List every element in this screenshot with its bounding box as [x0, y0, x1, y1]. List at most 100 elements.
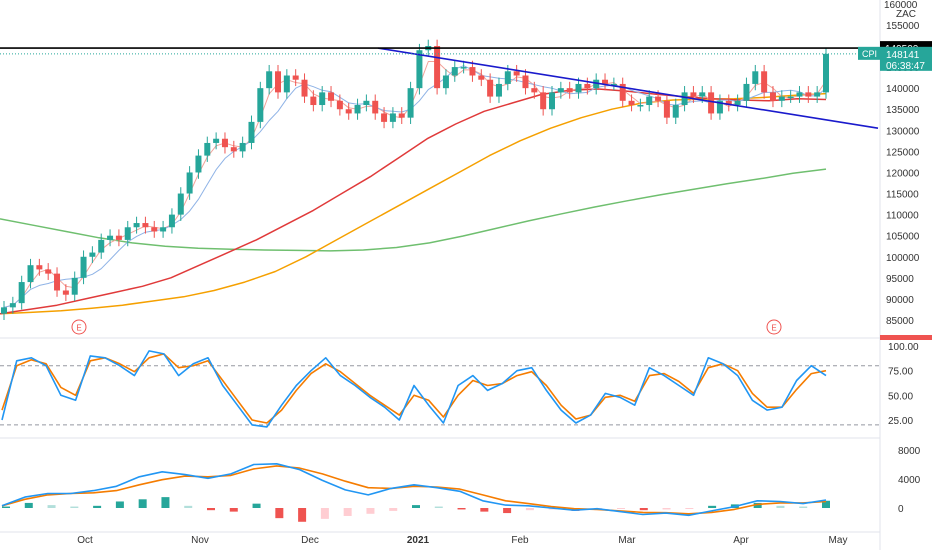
macd-histogram-bar — [2, 506, 10, 508]
candle-body — [301, 79, 308, 97]
macd-axis-label: 0 — [898, 504, 904, 515]
time-axis-label: May — [829, 535, 848, 546]
price-axis-label: 125000 — [886, 147, 920, 158]
price-tag-countdown: 06:38:47 — [886, 61, 925, 72]
price-axis-label: 100000 — [886, 253, 920, 264]
macd-histogram-bar — [389, 508, 398, 511]
candle-body — [407, 88, 414, 118]
ma200-line — [0, 168, 827, 252]
price-axis-label: 140000 — [886, 84, 920, 95]
stochastic-panel — [0, 350, 880, 428]
candle-body — [681, 92, 688, 106]
time-axis-label: Dec — [301, 535, 319, 546]
macd-histogram-bar — [298, 508, 307, 522]
candle-body — [9, 303, 16, 308]
candle-body — [80, 256, 87, 278]
macd-histogram-bar — [70, 506, 79, 508]
macd-axis: 8000 4000 0 — [898, 446, 921, 515]
candle-body — [115, 235, 122, 240]
macd-histogram-bar — [776, 505, 785, 508]
candle-body — [124, 227, 131, 240]
grid — [0, 0, 881, 550]
candle-body — [27, 265, 34, 283]
macd-histogram-bar — [457, 508, 466, 510]
candle-body — [151, 227, 158, 232]
symbol-label: CPI — [862, 49, 877, 59]
candle-body — [18, 282, 25, 304]
time-axis-label: Mar — [618, 535, 636, 546]
ma50-line — [0, 88, 827, 315]
macd-histogram-bar — [708, 505, 717, 508]
stoch-k-line — [1, 350, 827, 428]
candle-body — [734, 100, 741, 106]
macd-histogram-bar — [184, 505, 193, 508]
macd-histogram-bar — [229, 508, 238, 512]
macd-histogram-bar — [480, 508, 489, 512]
symbol-tag — [858, 46, 880, 60]
candlesticks — [1, 39, 829, 320]
macd-histogram-bar — [47, 505, 56, 508]
macd-histogram-bar — [753, 502, 762, 508]
candle-body — [292, 75, 299, 80]
candle-body — [743, 83, 750, 101]
macd-histogram-bar — [252, 503, 261, 508]
candle-body — [389, 113, 396, 122]
candle-body — [221, 138, 228, 148]
candle-body — [275, 71, 281, 93]
ma100-line — [0, 92, 827, 315]
candle-body — [602, 79, 609, 84]
macd-histogram-bar — [525, 508, 534, 511]
candle-body — [504, 71, 511, 84]
macd-panel — [1, 462, 830, 522]
candle-body — [584, 83, 591, 89]
price-axis-label: 95000 — [886, 274, 914, 285]
trendline[interactable] — [377, 47, 879, 129]
candle-body — [708, 92, 715, 114]
candle-body — [310, 96, 317, 106]
candle-body — [195, 155, 202, 173]
candle-body — [796, 92, 803, 97]
macd-histogram-bar — [24, 502, 33, 508]
candle-body — [434, 46, 441, 89]
candle-body — [557, 88, 564, 93]
macd-histogram-bar — [161, 497, 170, 508]
price-axis-label: 105000 — [886, 232, 920, 243]
candle-body — [778, 96, 785, 101]
candle-body — [62, 290, 69, 295]
candle-body — [725, 100, 732, 106]
candle-body — [266, 71, 273, 89]
macd-histogram-bar — [503, 508, 512, 514]
candle-body — [416, 50, 423, 89]
time-axis-label: Apr — [733, 535, 749, 546]
candle-body — [549, 92, 555, 110]
macd-histogram-bar — [434, 506, 443, 508]
candle-body — [133, 223, 140, 228]
macd-histogram-bar — [275, 508, 284, 519]
time-axis-label: Nov — [191, 535, 209, 546]
price-axis-label: 120000 — [886, 168, 920, 179]
macd-histogram-bar — [412, 505, 420, 508]
candle-body — [213, 138, 220, 143]
earnings-marker-label: E — [76, 324, 81, 333]
candle-body — [469, 67, 476, 76]
macd-histogram-bar — [343, 508, 352, 516]
candle-body — [769, 92, 776, 101]
candle-body — [540, 92, 547, 110]
ma100-line — [0, 92, 827, 315]
macd-histogram-bar — [822, 500, 830, 508]
candle-body — [451, 67, 458, 76]
candle-body — [89, 252, 96, 257]
candle-body — [478, 75, 485, 80]
macd-histogram-bar — [662, 508, 671, 510]
ma-fast-line — [3, 61, 827, 308]
candle-body — [663, 100, 670, 118]
candle-body — [160, 227, 167, 232]
earnings-marker — [766, 319, 782, 335]
candle-body — [805, 92, 812, 97]
macd-histogram-bar — [366, 508, 375, 514]
candle-body — [752, 71, 759, 84]
candle-body — [442, 75, 449, 89]
candle-body — [248, 121, 255, 143]
